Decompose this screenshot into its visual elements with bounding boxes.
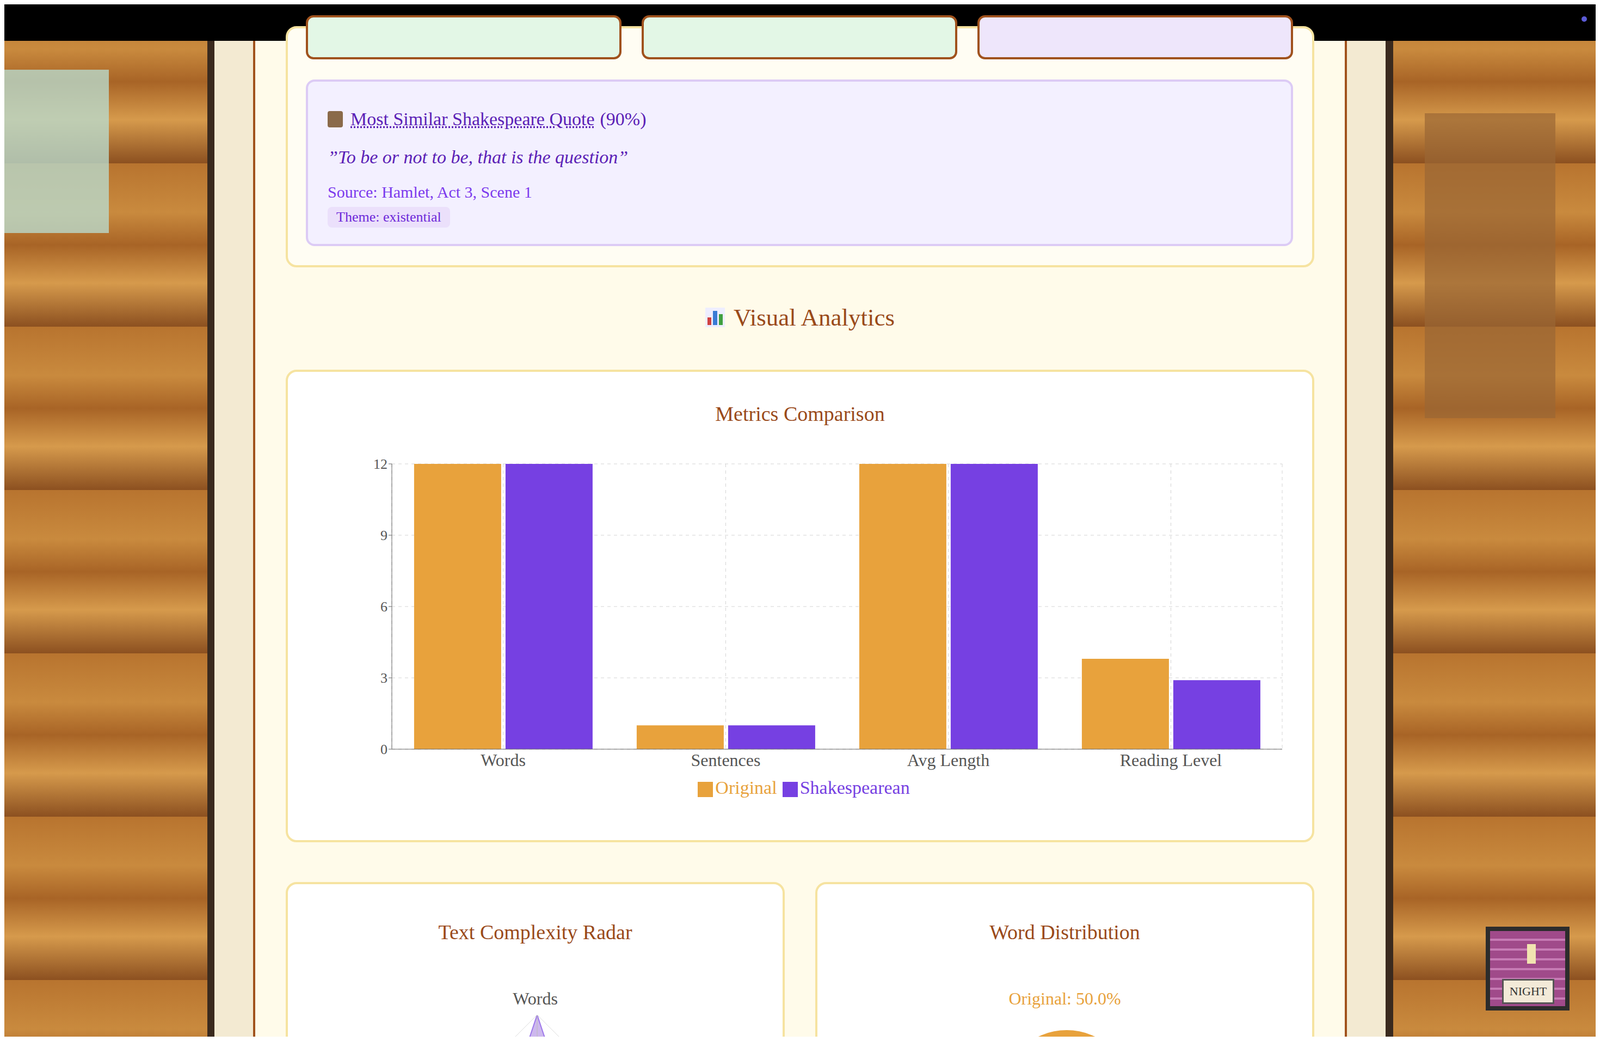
html-text:Original: 50.0%: Original: 50.0% — [1008, 988, 1121, 1008]
svg-text:Words: Words — [480, 749, 526, 770]
html-text:Metrics Comparison: Metrics Comparison — [715, 402, 885, 426]
html-text:Word Distribution: Word Distribution — [989, 920, 1141, 944]
html-text:Original: Original — [715, 777, 777, 798]
svg-text:Sentences: Sentences — [691, 749, 761, 770]
html-text:Words: Words — [512, 988, 558, 1008]
html-text:Visual Analytics: Visual Analytics — [733, 303, 895, 331]
html-text:”To be or not to be, that is t: ”To be or not to be, that is the questio… — [327, 146, 629, 168]
svg-text:6: 6 — [380, 598, 388, 615]
svg-text:3: 3 — [380, 669, 388, 686]
html-text:Theme: existential: Theme: existential — [336, 208, 442, 225]
html-text:NIGHT: NIGHT — [1509, 983, 1547, 998]
html-text:Shakespearean: Shakespearean — [799, 777, 910, 798]
html-text:Most Similar Shakespeare Quote: Most Similar Shakespeare Quote (90%) — [350, 108, 647, 129]
svg-text:0: 0 — [380, 741, 388, 758]
svg-text:12: 12 — [373, 456, 388, 472]
html-text:Source: Hamlet, Act 3, Scene 1: Source: Hamlet, Act 3, Scene 1 — [327, 182, 533, 201]
html-text:Text Complexity Radar: Text Complexity Radar — [438, 920, 633, 944]
svg-text:Reading Level: Reading Level — [1120, 749, 1223, 770]
svg-text:Avg Length: Avg Length — [907, 749, 990, 770]
svg-text:9: 9 — [380, 527, 388, 544]
